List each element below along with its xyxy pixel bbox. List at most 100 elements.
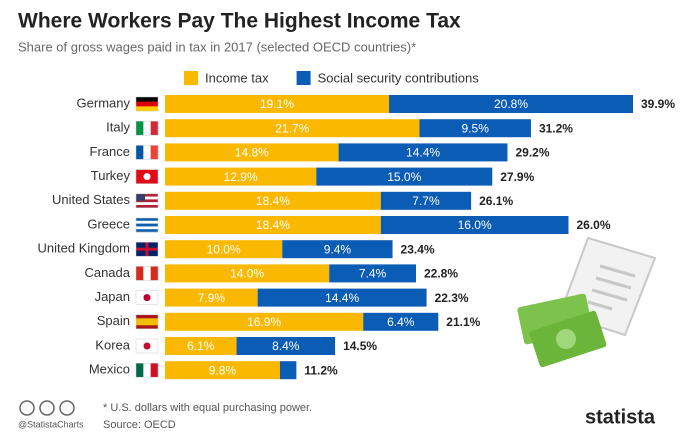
flag-border: [135, 314, 159, 330]
legend-swatch: [296, 71, 311, 85]
flag-part: [150, 363, 159, 378]
flag: [135, 169, 159, 184]
flag-part: [136, 202, 158, 206]
category-label: United Kingdom: [38, 241, 131, 256]
bar-segment: [419, 119, 531, 138]
flag-part: [136, 193, 158, 197]
cc-icons: [19, 400, 75, 416]
value-label: 19.1%: [260, 97, 294, 111]
bar-segment: [236, 337, 336, 355]
legend-swatch: [184, 71, 198, 85]
category-label: Korea: [95, 337, 130, 352]
flag-part: [136, 220, 158, 224]
flag-part: [136, 363, 144, 378]
handle: @StatistaCharts: [18, 419, 84, 429]
flag-part: [150, 145, 159, 160]
bar-segment: [282, 240, 393, 259]
flag-part: [136, 321, 158, 326]
total-label: 22.8%: [424, 267, 458, 281]
category-label: Japan: [95, 289, 130, 304]
illustration: [517, 236, 657, 368]
bar-segment: [165, 167, 317, 186]
flag-part: [136, 97, 158, 102]
value-label: 9.8%: [209, 363, 237, 377]
flag-part: [136, 226, 158, 230]
flag-part: [143, 121, 151, 136]
value-label: 20.8%: [494, 97, 528, 111]
brand: statista: [585, 406, 656, 428]
total-label: 14.5%: [343, 339, 377, 353]
flag-border: [135, 120, 159, 136]
value-label: 14.4%: [406, 146, 440, 160]
bar-segment: [165, 288, 258, 307]
flag-part: [143, 342, 151, 350]
flag: [135, 193, 159, 209]
total-label: 27.9%: [500, 170, 534, 184]
flag-part: [136, 314, 158, 319]
flag: [135, 145, 159, 160]
flag-part: [143, 266, 151, 281]
bar-segment: [165, 216, 381, 234]
bar-segment: [329, 264, 417, 283]
flag: [135, 362, 159, 378]
category-label: France: [90, 144, 130, 159]
bar-segment: [165, 119, 420, 138]
value-label: 9.4%: [324, 242, 352, 256]
bar-segment: [165, 143, 339, 162]
flag-border: [135, 338, 159, 354]
bar-segment: [165, 361, 280, 380]
flag-part: [136, 199, 158, 203]
flag: [135, 96, 159, 112]
flag-border: [135, 362, 159, 378]
category-label: Turkey: [91, 168, 131, 183]
bar-segment: [389, 95, 633, 113]
bar-segment: [316, 167, 493, 186]
flag-border: [135, 193, 159, 209]
chart-title: Where Workers Pay The Highest Income Tax: [18, 10, 461, 33]
flag: [135, 241, 159, 257]
category-label: United States: [52, 192, 131, 207]
bar-segment: [363, 312, 439, 331]
flag: [135, 266, 159, 281]
flag-part: [145, 242, 149, 257]
value-label: 18.4%: [256, 218, 290, 232]
category-label: Canada: [84, 265, 130, 280]
flag-part: [143, 145, 151, 160]
flag: [135, 338, 159, 354]
bar-segment: [279, 361, 297, 380]
bar-segment: [380, 191, 472, 210]
legend-label: Social security contributions: [318, 70, 480, 85]
value-label: 15.0%: [387, 170, 421, 184]
flag-part: [136, 193, 145, 201]
value-label: 8.4%: [272, 339, 300, 353]
value-label: 18.4%: [256, 194, 290, 208]
value-label: 12.9%: [224, 170, 258, 184]
flag-part: [136, 325, 158, 329]
chart-subtitle: Share of gross wages paid in tax in 2017…: [18, 39, 416, 54]
flag-part: [136, 101, 158, 107]
value-label: 14.8%: [235, 146, 269, 160]
flag-part: [136, 229, 158, 233]
value-label: 16.9%: [247, 315, 281, 329]
value-label: 14.0%: [230, 267, 264, 281]
value-label: 7.7%: [412, 194, 440, 208]
bar-segment: [338, 143, 508, 162]
flag-part: [136, 205, 158, 208]
category-label: Italy: [106, 120, 130, 135]
bar-segment: [380, 216, 569, 234]
flag-border: [135, 266, 159, 281]
total-label: 29.2%: [515, 146, 549, 160]
total-label: 11.2%: [304, 363, 338, 377]
flag-part: [150, 266, 159, 281]
total-label: 22.3%: [435, 291, 469, 305]
flag-part: [136, 266, 144, 281]
flag: [135, 120, 159, 136]
footnote: * U.S. dollars with equal purchasing pow…: [103, 402, 312, 414]
value-label: 21.7%: [275, 121, 309, 135]
bar-segment: [165, 240, 283, 259]
flag-border: [135, 217, 159, 233]
total-label: 26.1%: [479, 194, 513, 208]
bar-segment: [165, 312, 364, 331]
flag: [135, 290, 159, 305]
